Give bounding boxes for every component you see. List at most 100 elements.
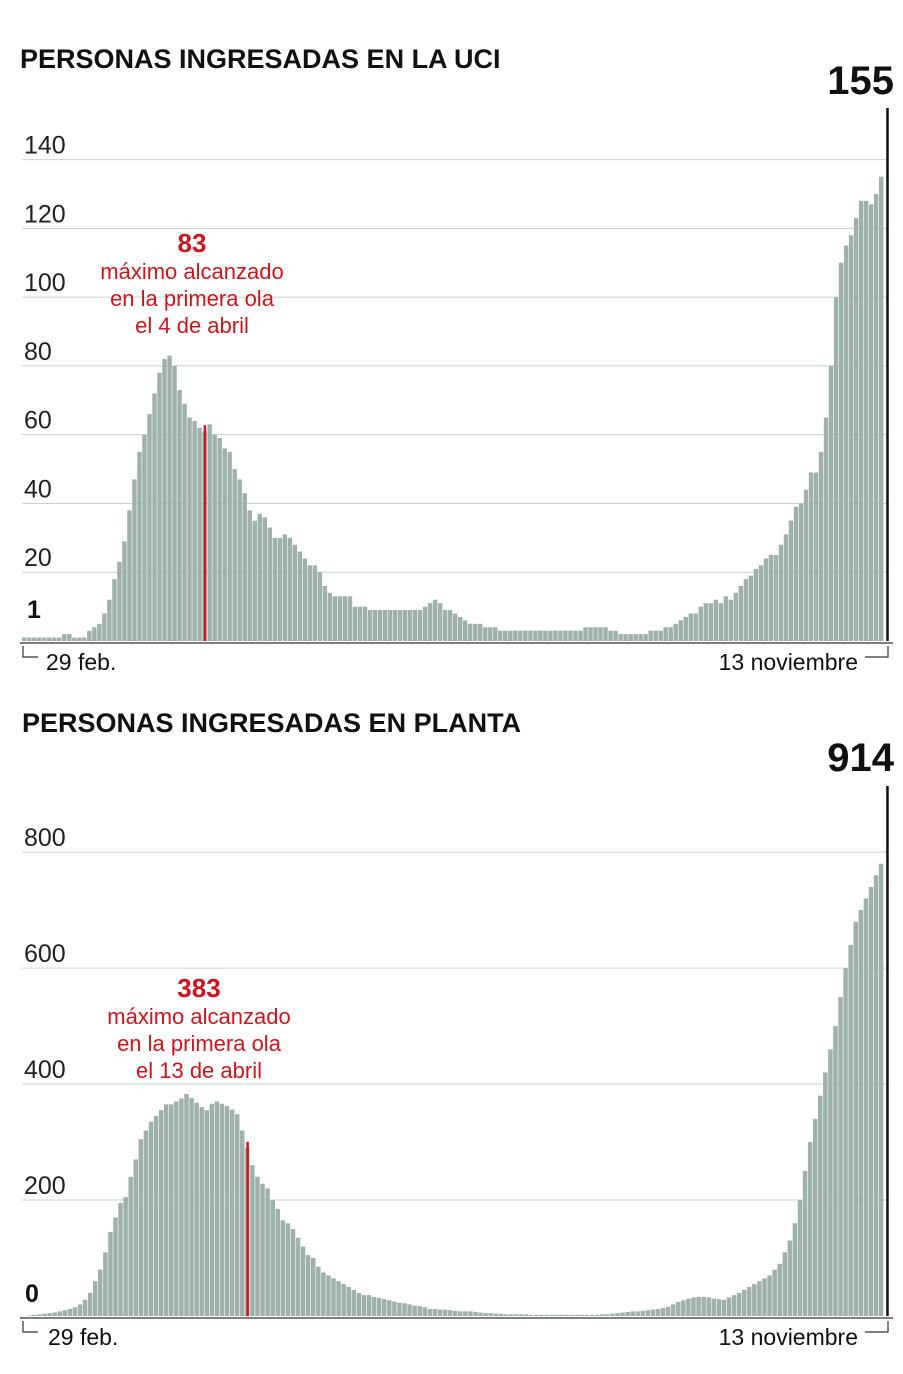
uci-bar: [107, 599, 112, 641]
uci-bar: [863, 200, 869, 641]
uci-y-tick-label: 120: [24, 200, 66, 228]
planta-bar: [752, 1284, 757, 1316]
uci-bar: [452, 613, 458, 641]
planta-bar: [833, 1026, 838, 1316]
planta-bar: [214, 1101, 220, 1316]
planta-bar: [371, 1296, 377, 1316]
planta-bar: [77, 1304, 83, 1316]
uci-bar: [653, 630, 658, 641]
uci-bar: [142, 434, 147, 641]
uci-bar: [97, 623, 102, 641]
planta-peak-text-line-1: máximo alcanzado: [107, 1004, 290, 1029]
uci-bar: [808, 472, 814, 641]
uci-bar: [498, 630, 503, 641]
planta-bar: [554, 1314, 559, 1316]
planta-start-date-label: 29 feb.: [48, 1324, 118, 1350]
uci-bar: [818, 451, 824, 641]
uci-bar: [568, 630, 573, 641]
planta-bar: [473, 1311, 478, 1316]
planta-bar: [757, 1281, 762, 1316]
planta-bar: [731, 1295, 737, 1316]
planta-bar: [564, 1314, 569, 1316]
uci-bar: [402, 610, 408, 641]
planta-bar: [361, 1295, 367, 1316]
uci-bar: [748, 575, 754, 641]
planta-bar: [67, 1309, 73, 1316]
uci-bar: [803, 489, 809, 641]
uci-bar: [848, 235, 854, 642]
planta-bar: [863, 898, 869, 1316]
uci-bar: [272, 537, 277, 641]
planta-bar: [341, 1284, 346, 1316]
planta-bar: [326, 1275, 331, 1316]
planta-bar: [275, 1208, 280, 1316]
uci-bar: [843, 245, 849, 642]
uci-bar: [362, 606, 368, 641]
planta-bar: [57, 1311, 62, 1316]
uci-bar: [608, 630, 613, 641]
uci-bar: [342, 596, 348, 641]
uci-bar: [352, 606, 358, 641]
uci-bar: [392, 610, 398, 641]
planta-bar: [300, 1246, 306, 1316]
planta-bar: [224, 1106, 230, 1316]
planta-bar: [843, 968, 848, 1316]
uci-bar: [643, 634, 648, 641]
uci-bar: [22, 637, 27, 641]
uci-bar: [102, 613, 107, 641]
planta-bar: [686, 1298, 691, 1316]
planta-bar: [229, 1109, 235, 1316]
planta-bar: [133, 1159, 139, 1316]
planta-first-value-label: 0: [25, 1280, 39, 1308]
uci-bar: [468, 623, 473, 641]
uci-chart-title: PERSONAS INGRESADAS EN LA UCI: [20, 44, 501, 74]
planta-bar: [660, 1307, 666, 1316]
uci-first-value-label: 1: [27, 596, 41, 624]
uci-bar: [868, 204, 874, 641]
uci-bar: [432, 599, 438, 641]
uci-bar: [663, 627, 668, 641]
planta-bar: [189, 1097, 194, 1316]
planta-bar: [366, 1295, 372, 1316]
uci-bar: [92, 627, 97, 641]
uci-bar: [678, 620, 683, 641]
uci-bar: [833, 297, 839, 641]
uci-bar: [67, 634, 72, 641]
planta-y-tick-label: 600: [24, 940, 66, 968]
uci-bar: [147, 414, 152, 641]
uci-bar: [718, 603, 724, 641]
uci-peak-text-line-2: en la primera ola: [110, 286, 275, 311]
uci-bar: [823, 417, 829, 641]
uci-bar: [27, 637, 32, 641]
planta-bar: [630, 1311, 635, 1316]
uci-bar: [222, 448, 227, 641]
planta-bar: [290, 1229, 296, 1316]
uci-bar: [783, 534, 789, 641]
planta-bar: [777, 1263, 782, 1316]
uci-bar: [698, 606, 703, 641]
uci-bar: [503, 630, 508, 641]
planta-bar: [432, 1309, 438, 1316]
planta-bar: [442, 1309, 448, 1316]
uci-bar: [397, 610, 403, 641]
planta-chart: PERSONAS INGRESADAS EN PLANTA 914 200 400…: [20, 708, 895, 1350]
planta-peak-value: 383: [177, 973, 220, 1003]
uci-peak-text-line-1: máximo alcanzado: [100, 259, 283, 284]
planta-bar: [559, 1314, 564, 1316]
uci-y-tick-label: 20: [24, 544, 52, 572]
planta-bar: [295, 1237, 301, 1316]
uci-bar: [87, 630, 92, 641]
planta-bar: [468, 1311, 473, 1316]
planta-bar: [123, 1197, 128, 1316]
planta-bar: [782, 1252, 787, 1316]
planta-bar: [422, 1307, 428, 1316]
uci-bar: [382, 610, 388, 641]
uci-y-tick-label: 100: [24, 269, 66, 297]
uci-bar: [463, 620, 468, 641]
uci-bar: [42, 637, 47, 641]
uci-bar: [708, 603, 713, 641]
planta-bar: [98, 1269, 103, 1316]
planta-bar: [853, 921, 858, 1316]
planta-bar: [787, 1240, 793, 1316]
planta-bar: [534, 1314, 539, 1316]
